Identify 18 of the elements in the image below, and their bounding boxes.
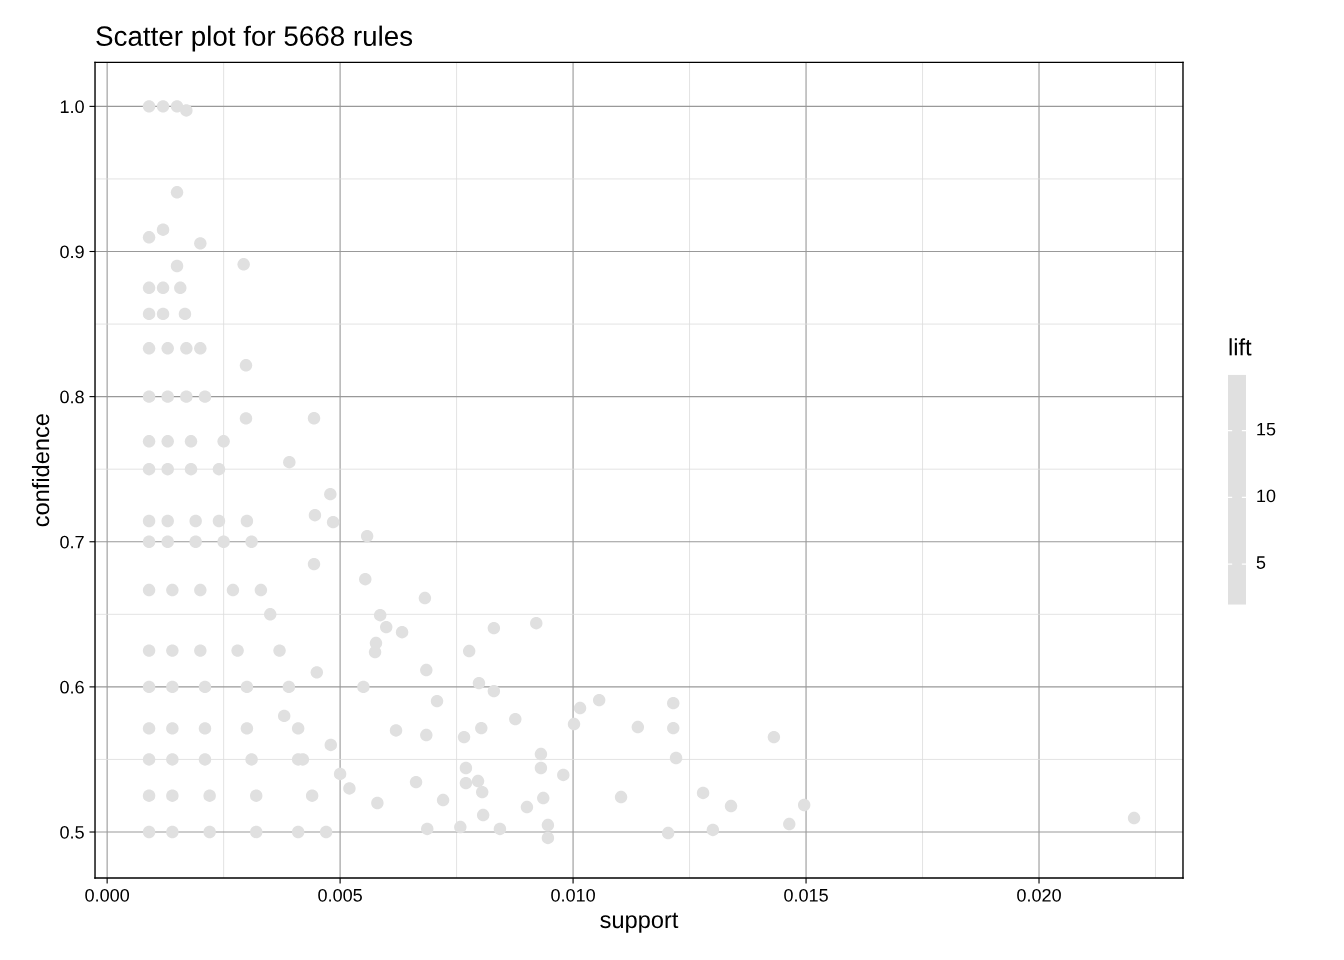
x-tick-label: 0.020 (1017, 888, 1061, 902)
x-axis-title: support (600, 912, 679, 933)
y-tick-label: 0.8 (60, 390, 84, 404)
y-axis-title: confidence (31, 414, 50, 527)
color-bar-title: lift (1229, 338, 1252, 356)
x-tick-label: 0.015 (784, 888, 828, 902)
y-tick-label: 0.7 (60, 535, 84, 549)
y-tick-label: 0.5 (60, 825, 84, 839)
text: 5 (1256, 556, 1266, 569)
chart-title: Scatter plot for 5668 rules (96, 25, 413, 52)
x-tick-label: 0.010 (551, 888, 595, 902)
text: 10 (1257, 489, 1276, 503)
text: 15 (1257, 422, 1276, 436)
y-tick-label: 1.0 (60, 100, 84, 114)
x-tick-label: 0.000 (85, 888, 130, 902)
y-tick-label: 0.9 (60, 245, 84, 259)
y-tick-label: 0.6 (60, 680, 84, 694)
x-tick-label: 0.005 (318, 888, 362, 902)
